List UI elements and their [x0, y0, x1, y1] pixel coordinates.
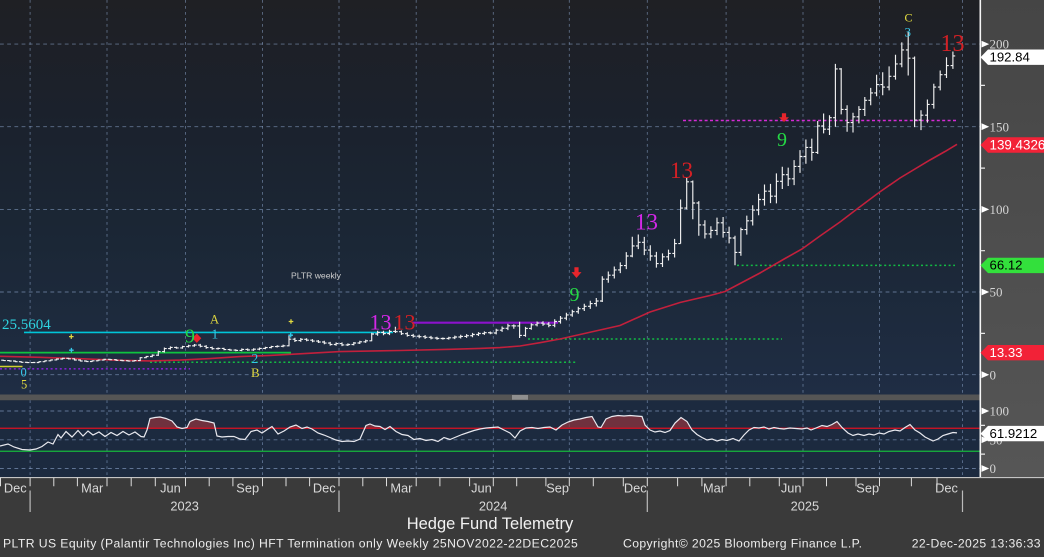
- svg-text:Mar: Mar: [703, 481, 726, 496]
- svg-text:13: 13: [394, 310, 416, 335]
- svg-text:2023: 2023: [170, 499, 198, 514]
- svg-text:A: A: [210, 313, 219, 327]
- svg-text:Copyright© 2025 Bloomberg Fina: Copyright© 2025 Bloomberg Finance L.P.: [623, 537, 862, 551]
- svg-text:C: C: [905, 11, 913, 25]
- svg-text:PLTR US Equity (Palantir Techn: PLTR US Equity (Palantir Technologies In…: [3, 537, 578, 551]
- svg-text:139.4326: 139.4326: [990, 137, 1044, 152]
- svg-text:100: 100: [990, 202, 1010, 217]
- svg-text:22-Dec-2025 13:36:33: 22-Dec-2025 13:36:33: [912, 537, 1041, 551]
- svg-text:1: 1: [212, 327, 219, 342]
- svg-text:Dec: Dec: [624, 481, 647, 496]
- svg-text:PLTR weekly: PLTR weekly: [291, 271, 342, 281]
- svg-text:Mar: Mar: [81, 481, 104, 496]
- svg-text:Mar: Mar: [390, 481, 413, 496]
- svg-text:13: 13: [370, 310, 392, 335]
- svg-text:Sep: Sep: [546, 481, 569, 496]
- svg-text:Jun: Jun: [471, 481, 492, 496]
- svg-text:Dec: Dec: [935, 481, 958, 496]
- svg-text:13: 13: [941, 31, 965, 57]
- svg-text:Hedge Fund Telemetry: Hedge Fund Telemetry: [407, 515, 574, 533]
- svg-text:3: 3: [905, 25, 912, 40]
- svg-text:61.9212: 61.9212: [990, 426, 1038, 441]
- svg-text:Dec: Dec: [313, 481, 336, 496]
- svg-text:2025: 2025: [791, 499, 819, 514]
- svg-text:50: 50: [990, 285, 1003, 300]
- svg-text:2: 2: [252, 351, 259, 366]
- svg-text:192.84: 192.84: [990, 50, 1030, 65]
- svg-text:Sep: Sep: [856, 481, 879, 496]
- svg-text:0: 0: [990, 461, 997, 476]
- svg-text:66.12: 66.12: [990, 258, 1023, 273]
- svg-text:13: 13: [670, 158, 693, 183]
- svg-text:13: 13: [635, 210, 658, 235]
- svg-text:Jun: Jun: [160, 481, 181, 496]
- svg-text:Dec: Dec: [4, 481, 27, 496]
- svg-text:0: 0: [990, 367, 997, 382]
- svg-text:100: 100: [990, 404, 1010, 419]
- svg-text:Sep: Sep: [236, 481, 259, 496]
- svg-text:25.5604: 25.5604: [2, 317, 51, 333]
- svg-text:9: 9: [570, 284, 580, 306]
- svg-text:B: B: [251, 365, 260, 380]
- svg-text:2024: 2024: [479, 499, 507, 514]
- svg-text:150: 150: [990, 119, 1010, 134]
- svg-text:5: 5: [21, 378, 27, 392]
- svg-text:13.33: 13.33: [990, 345, 1023, 360]
- svg-text:Jun: Jun: [781, 481, 802, 496]
- svg-text:9: 9: [185, 326, 195, 348]
- svg-text:9: 9: [777, 129, 787, 151]
